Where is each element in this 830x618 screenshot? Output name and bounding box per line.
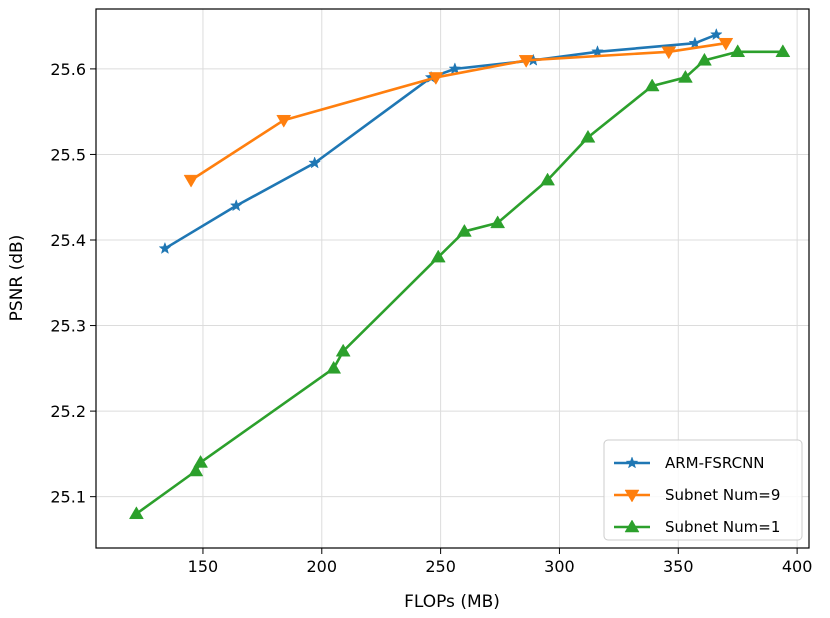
series-line bbox=[190, 41, 727, 182]
x-tick-label: 150 bbox=[188, 557, 219, 576]
x-tick-label: 350 bbox=[663, 557, 694, 576]
data-point bbox=[128, 506, 144, 520]
legend: ARM-FSRCNN Subnet Num=9 Subnet Num=1 bbox=[603, 439, 803, 541]
x-tick-label: 300 bbox=[544, 557, 575, 576]
data-point bbox=[775, 44, 791, 58]
legend-label: Subnet Num=9 bbox=[665, 486, 780, 504]
data-point bbox=[709, 27, 723, 41]
data-point bbox=[430, 249, 446, 263]
series-3 bbox=[128, 44, 791, 520]
y-axis-label: PSNR (dB) bbox=[7, 235, 27, 322]
data-point bbox=[490, 215, 506, 229]
legend-item: ARM-FSRCNN bbox=[614, 454, 765, 472]
data-point bbox=[677, 69, 693, 83]
data-point bbox=[696, 52, 712, 66]
legend-label: ARM-FSRCNN bbox=[665, 454, 765, 472]
data-point bbox=[158, 241, 172, 254]
legend-box bbox=[603, 439, 803, 541]
data-point bbox=[456, 223, 472, 237]
x-axis-label: FLOPs (MB) bbox=[404, 592, 500, 612]
legend-item: Subnet Num=1 bbox=[614, 518, 780, 536]
data-point bbox=[624, 519, 640, 533]
data-point bbox=[580, 129, 596, 143]
x-tick-label: 250 bbox=[425, 557, 456, 576]
series-layer bbox=[128, 27, 791, 520]
y-tick-label: 25.5 bbox=[50, 145, 86, 164]
series-2 bbox=[183, 37, 734, 188]
x-tick-label: 200 bbox=[307, 557, 338, 576]
y-tick-label: 25.3 bbox=[50, 317, 86, 336]
data-point bbox=[229, 199, 243, 212]
data-point bbox=[540, 172, 556, 186]
legend-item: Subnet Num=9 bbox=[614, 486, 780, 504]
data-point bbox=[188, 463, 204, 477]
plot-frame bbox=[95, 8, 810, 549]
data-point bbox=[183, 174, 199, 188]
data-point bbox=[428, 72, 444, 85]
data-point bbox=[688, 36, 702, 49]
x-tick-label: 400 bbox=[782, 557, 813, 576]
data-point bbox=[661, 46, 677, 60]
grid bbox=[96, 9, 809, 548]
data-point bbox=[193, 454, 209, 468]
data-point bbox=[276, 114, 292, 128]
data-point bbox=[335, 343, 351, 357]
axis-ticks: 150 200 250 300 350 400 25.1 25.2 25.3 25.4 25.5 25… bbox=[50, 60, 812, 576]
y-tick-label: 25.2 bbox=[50, 402, 86, 421]
data-point bbox=[624, 489, 640, 503]
y-tick-label: 25.1 bbox=[50, 488, 86, 507]
legend-label: Subnet Num=1 bbox=[665, 518, 780, 536]
data-point bbox=[591, 45, 604, 58]
data-point bbox=[518, 55, 534, 68]
data-point bbox=[718, 37, 734, 51]
data-point bbox=[644, 78, 660, 92]
data-point bbox=[448, 62, 462, 75]
y-tick-label: 25.6 bbox=[50, 60, 86, 79]
data-point bbox=[625, 456, 639, 469]
y-tick-label: 25.4 bbox=[50, 231, 86, 250]
legend-items: ARM-FSRCNN Subnet Num=9 Subnet Num=1 bbox=[614, 454, 780, 536]
data-point bbox=[730, 44, 746, 58]
data-point bbox=[326, 360, 342, 374]
data-point bbox=[308, 156, 322, 169]
